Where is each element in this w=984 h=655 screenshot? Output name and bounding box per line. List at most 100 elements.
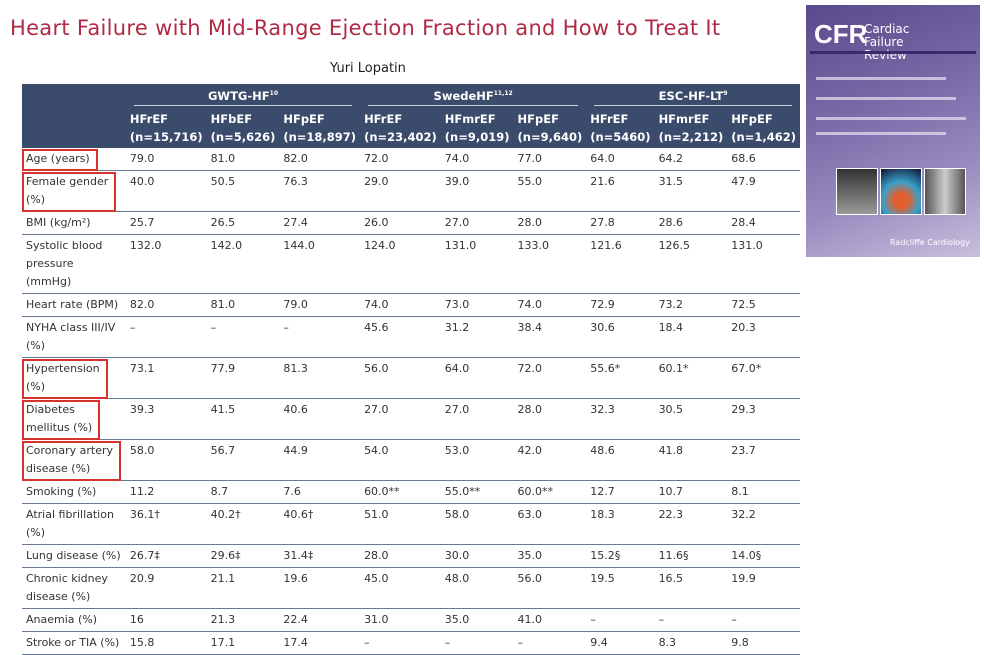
table-cell: 41.5 xyxy=(206,398,280,440)
table-cell: 10.7 xyxy=(654,480,728,504)
group-header: ESC-HF-LT9 xyxy=(586,84,800,108)
table-cell: 8.1 xyxy=(727,480,800,504)
table-cell: 17.1 xyxy=(206,631,280,655)
table-cell: 58.0 xyxy=(440,503,514,545)
table-row: BMI (kg/m²) 25.7 26.5 27.4 26.0 27.0 28.0 27.8 2… xyxy=(22,211,800,235)
table-cell: 23.7 xyxy=(727,439,800,481)
column-header: HFmrEF (n=9,019) xyxy=(444,112,510,144)
table-cell: 40.6† xyxy=(279,503,361,545)
table-cell: 45.0 xyxy=(360,567,441,609)
table-row: Hypertension (%) 73.1 77.9 81.3 56.0 64.0 72.0… xyxy=(22,357,800,399)
table-cell: 38.4 xyxy=(513,316,587,358)
table-cell: 21.1 xyxy=(206,567,280,609)
table-cell: 28.4 xyxy=(727,211,800,235)
table-cell: 74.0 xyxy=(513,293,587,317)
table-cell: 72.0 xyxy=(360,148,441,171)
cover-publisher: Radcliffe Cardiology xyxy=(890,238,970,247)
table-cell: 45.6 xyxy=(360,316,441,358)
table-cell: 73.0 xyxy=(440,293,514,317)
table-cell: 27.4 xyxy=(279,211,361,235)
table-cell: 142.0 xyxy=(206,234,280,294)
row-label: Lung disease (%) xyxy=(22,544,126,568)
column-header: HFrEF (n=23,402) xyxy=(364,112,437,144)
table-cell: 27.0 xyxy=(440,211,514,235)
table-cell: 124.0 xyxy=(360,234,441,294)
table-cell: 79.0 xyxy=(125,148,207,171)
table-row: Chronic kidney disease (%) 20.9 21.1 19.6 45… xyxy=(22,567,800,609)
table-cell: – xyxy=(360,631,441,655)
table-cell: 39.0 xyxy=(440,170,514,212)
table-row: Female gender (%) 40.0 50.5 76.3 29.0 39.0 55.… xyxy=(22,170,800,212)
table-cell: 19.9 xyxy=(727,567,800,609)
table-cell: 73.1 xyxy=(125,357,207,399)
table-cell: 29.3 xyxy=(727,398,800,440)
table-cell: 20.9 xyxy=(125,567,207,609)
column-header: HFmrEF (n=2,212) xyxy=(658,112,724,144)
table-cell: 22.3 xyxy=(654,503,728,545)
table-cell: 79.0 xyxy=(279,293,361,317)
table-cell: 29.0 xyxy=(360,170,441,212)
table-cell: 28.0 xyxy=(360,544,441,568)
table-cell: 27.0 xyxy=(360,398,441,440)
table-cell: 132.0 xyxy=(125,234,207,294)
table-cell: – xyxy=(727,608,800,632)
table-cell: 41.8 xyxy=(654,439,728,481)
row-label: Chronic kidney disease (%) xyxy=(22,567,126,609)
column-header: HFpEF (n=9,640) xyxy=(517,112,583,144)
table-cell: 60.0** xyxy=(360,480,441,504)
row-label: Heart rate (BPM) xyxy=(22,293,126,317)
table-cell: 19.5 xyxy=(586,567,655,609)
table-row: Lung disease (%) 26.7‡ 29.6‡ 31.4‡ 28.0 30.0 3… xyxy=(22,544,800,568)
table-cell: 28.0 xyxy=(513,211,587,235)
table-row: Coronary artery disease (%) 58.0 56.7 44.9 5… xyxy=(22,439,800,481)
cover-journal-title: Cardiac Failure Review xyxy=(864,22,910,62)
table-cell: 11.6§ xyxy=(654,544,728,568)
column-header: HFbEF (n=5,626) xyxy=(210,112,276,144)
table-cell: 31.4‡ xyxy=(279,544,361,568)
table-cell: 54.0 xyxy=(360,439,441,481)
table-cell: 126.5 xyxy=(654,234,728,294)
table-cell: 19.6 xyxy=(279,567,361,609)
row-label: Atrial fibrillation (%) xyxy=(22,503,126,545)
group-header-row: GWTG-HF10 SwedeHF11,12 ESC-HF-LT9 xyxy=(22,84,800,108)
table-row: Age (years) 79.0 81.0 82.0 72.0 74.0 77.0 64.0 6… xyxy=(22,148,800,171)
table-cell: 72.0 xyxy=(513,357,587,399)
table-row: Diabetes mellitus (%) 39.3 41.5 40.6 27.0 27.… xyxy=(22,398,800,440)
table-cell: 58.0 xyxy=(125,439,207,481)
column-header-row: HFrEF (n=15,716) HFbEF (n=5,626) HFpEF (n=18,… xyxy=(22,108,800,148)
table-cell: 81.0 xyxy=(206,148,280,171)
table-cell: 18.4 xyxy=(654,316,728,358)
table-cell: – xyxy=(206,316,280,358)
table-cell: 55.0** xyxy=(440,480,514,504)
row-label: NYHA class III/IV (%) xyxy=(22,316,126,358)
comparison-table: GWTG-HF10 SwedeHF11,12 ESC-HF-LT9 HFrEF(… xyxy=(22,84,800,655)
author: Yuri Lopatin xyxy=(330,61,406,76)
table-cell: 55.6* xyxy=(586,357,655,399)
table-cell: 74.0 xyxy=(440,148,514,171)
table-cell: 21.3 xyxy=(206,608,280,632)
table-cell: 81.3 xyxy=(279,357,361,399)
table-cell: 82.0 xyxy=(279,148,361,171)
table-cell: – xyxy=(586,608,655,632)
table-cell: 42.0 xyxy=(513,439,587,481)
table-cell: 17.4 xyxy=(279,631,361,655)
row-label: Systolic blood pressure (mmHg) xyxy=(22,234,126,294)
column-header: HFpEF (n=18,897) xyxy=(283,112,357,144)
table-cell: 35.0 xyxy=(440,608,514,632)
table-cell: 30.6 xyxy=(586,316,655,358)
table-row: Heart rate (BPM) 82.0 81.0 79.0 74.0 73.0 74.0… xyxy=(22,293,800,317)
table-cell: 60.1* xyxy=(654,357,728,399)
table-cell: 55.0 xyxy=(513,170,587,212)
table-cell: 26.5 xyxy=(206,211,280,235)
table-cell: 74.0 xyxy=(360,293,441,317)
table-cell: 53.0 xyxy=(440,439,514,481)
column-header: HFpEF (n=1,462) xyxy=(731,112,796,144)
table-cell: 16 xyxy=(125,608,207,632)
row-label: Stroke or TIA (%) xyxy=(22,631,126,655)
table-cell: 56.0 xyxy=(513,567,587,609)
table-cell: 27.0 xyxy=(440,398,514,440)
table-cell: 48.6 xyxy=(586,439,655,481)
table-cell: 77.9 xyxy=(206,357,280,399)
table-cell: 77.0 xyxy=(513,148,587,171)
table-cell: 20.3 xyxy=(727,316,800,358)
